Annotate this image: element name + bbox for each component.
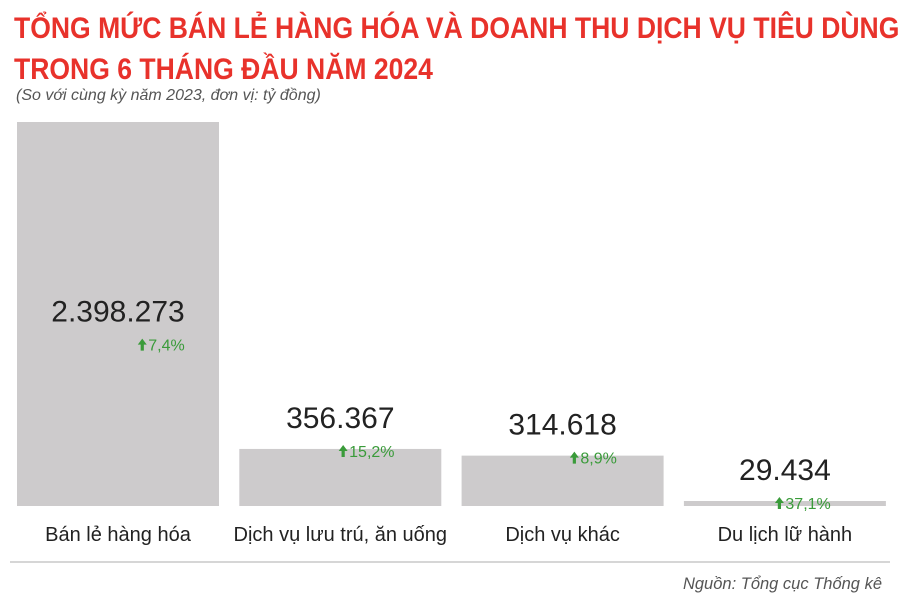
chart-title-line-2: TRONG 6 THÁNG ĐẦU NĂM 2024 xyxy=(14,53,433,86)
source-note: Nguồn: Tổng cục Thống kê xyxy=(682,575,882,593)
value-label-2: 356.367 xyxy=(286,402,394,435)
chart-title: TỔNG MỨC BÁN LẺ HÀNG HÓA VÀ DOANH THU DỊ… xyxy=(14,8,899,90)
arrow-up-icon xyxy=(338,444,348,457)
growth-label-2: 15,2% xyxy=(349,444,394,461)
arrow-up-icon xyxy=(569,451,579,464)
chart-subtitle: (So với cùng kỳ năm 2023, đơn vị: tỷ đồn… xyxy=(16,87,321,104)
category-label-4: Du lịch lữ hành xyxy=(718,524,853,546)
category-label-3: Dịch vụ khác xyxy=(505,524,620,546)
chart-title-line-1: TỔNG MỨC BÁN LẺ HÀNG HÓA VÀ DOANH THU DỊ… xyxy=(14,12,900,45)
value-label-4: 29.434 xyxy=(739,454,831,487)
category-label-2: Dịch vụ lưu trú, ăn uống xyxy=(234,524,448,546)
bar-2 xyxy=(239,448,442,506)
value-label-1: 2.398.273 xyxy=(51,296,184,329)
arrow-up-icon xyxy=(137,338,147,351)
bar-3 xyxy=(461,455,664,506)
value-label-3: 314.618 xyxy=(508,409,616,442)
growth-label-3: 8,9% xyxy=(580,451,616,468)
growth-label-1: 7,4% xyxy=(148,338,184,355)
arrow-up-icon xyxy=(774,497,784,509)
bar-1 xyxy=(17,122,219,506)
bar-4 xyxy=(683,501,886,506)
growth-label-4: 37,1% xyxy=(785,496,830,513)
category-label-1: Bán lẻ hàng hóa xyxy=(45,524,192,546)
